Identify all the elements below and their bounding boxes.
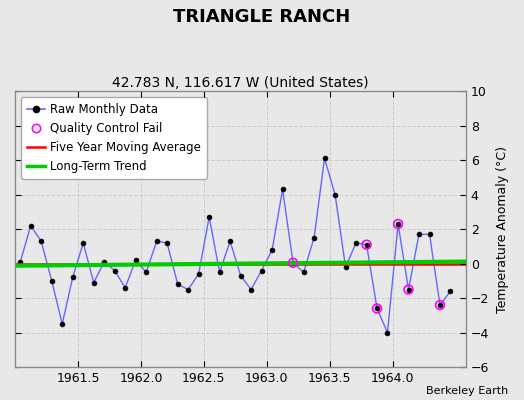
Point <box>436 302 444 308</box>
Legend: Raw Monthly Data, Quality Control Fail, Five Year Moving Average, Long-Term Tren: Raw Monthly Data, Quality Control Fail, … <box>21 97 207 178</box>
Title: 42.783 N, 116.617 W (United States): 42.783 N, 116.617 W (United States) <box>112 76 369 90</box>
Point <box>373 305 381 312</box>
Y-axis label: Temperature Anomaly (°C): Temperature Anomaly (°C) <box>496 146 509 313</box>
Point <box>289 260 297 266</box>
Text: TRIANGLE RANCH: TRIANGLE RANCH <box>173 8 351 26</box>
Point <box>363 242 371 248</box>
Text: Berkeley Earth: Berkeley Earth <box>426 386 508 396</box>
Point <box>405 286 413 293</box>
Point <box>394 221 402 227</box>
